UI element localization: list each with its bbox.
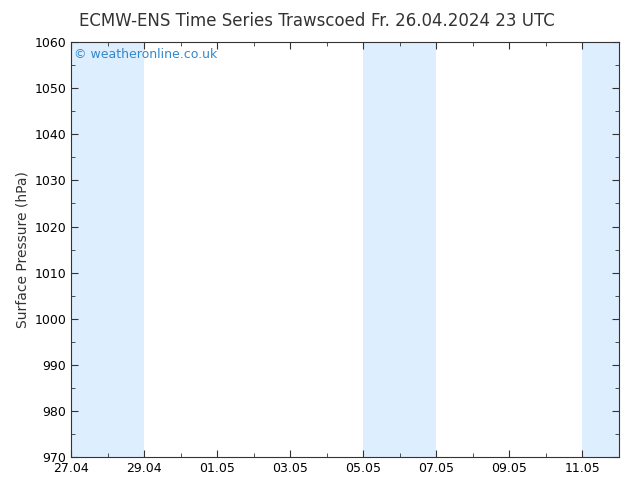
Text: ECMW-ENS Time Series Trawscoed: ECMW-ENS Time Series Trawscoed xyxy=(79,12,365,30)
Text: Fr. 26.04.2024 23 UTC: Fr. 26.04.2024 23 UTC xyxy=(371,12,555,30)
Text: © weatheronline.co.uk: © weatheronline.co.uk xyxy=(74,49,217,61)
Bar xyxy=(363,42,400,457)
Bar xyxy=(583,42,619,457)
Bar xyxy=(71,42,108,457)
Y-axis label: Surface Pressure (hPa): Surface Pressure (hPa) xyxy=(15,171,29,328)
Bar xyxy=(400,42,436,457)
Bar xyxy=(108,42,145,457)
